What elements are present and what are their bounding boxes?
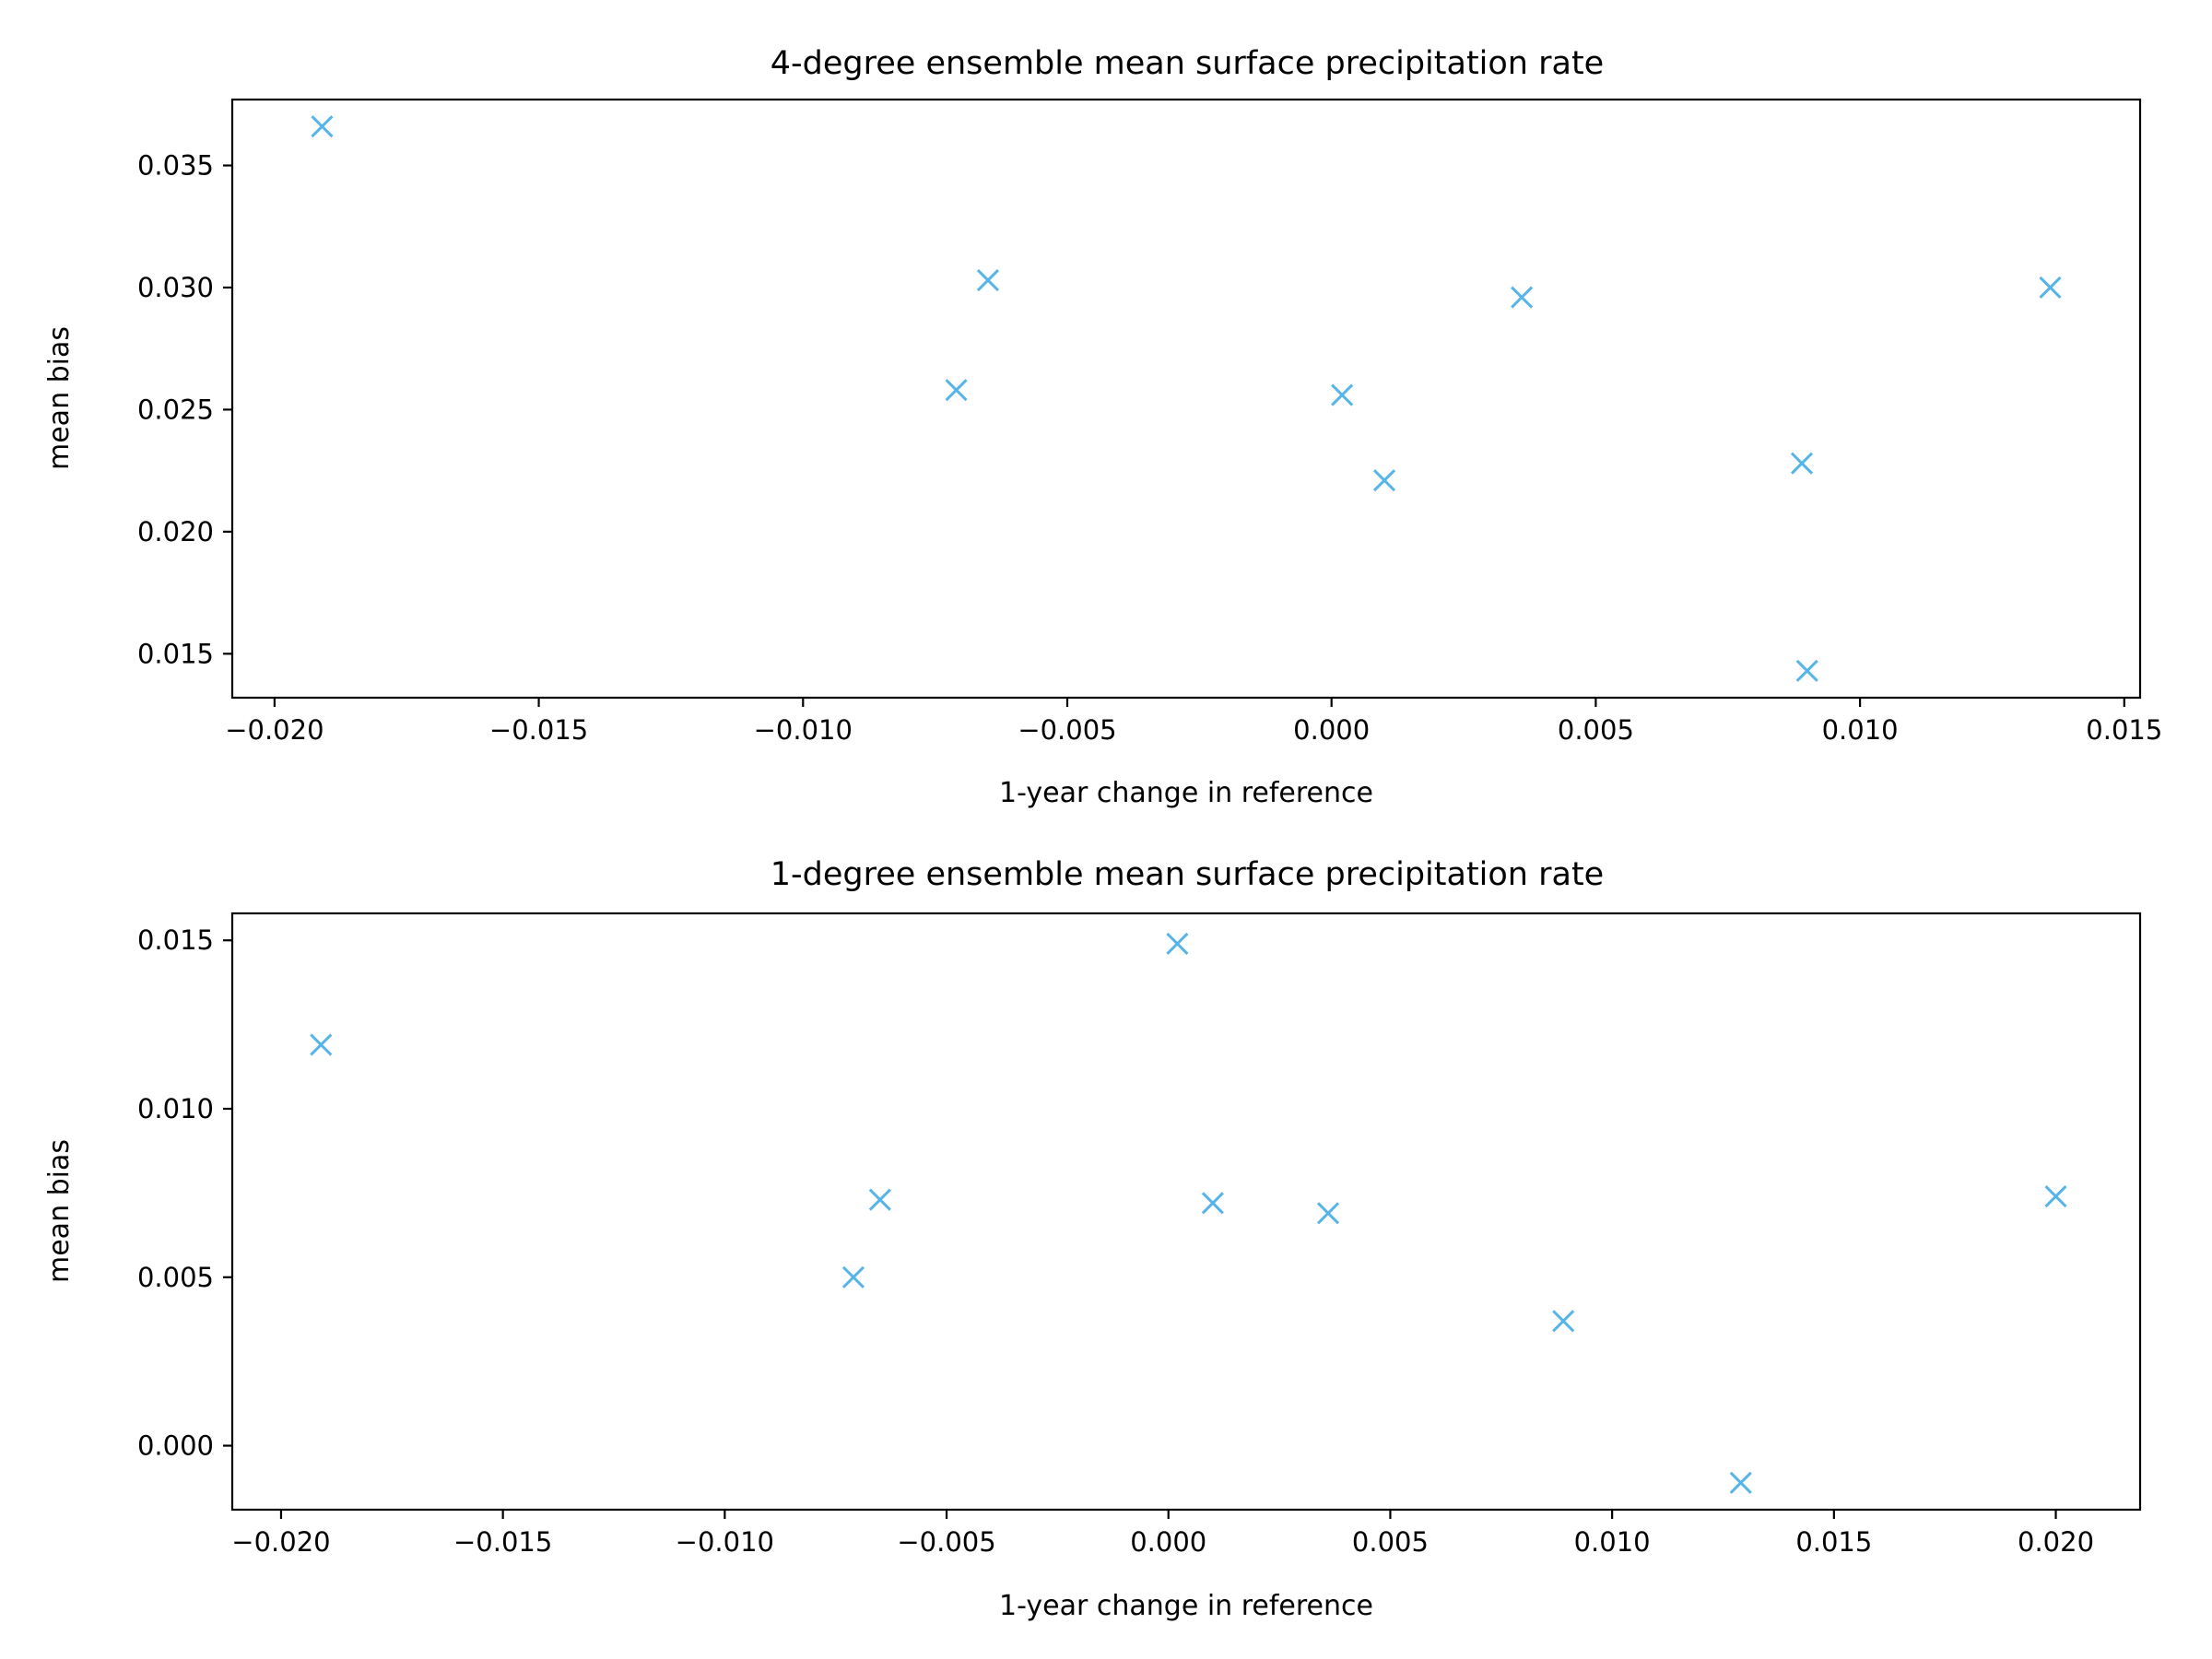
x-tick-label: −0.005 (1018, 714, 1116, 746)
data-point-marker (1729, 1471, 1752, 1494)
data-point-marker (1790, 452, 1814, 475)
x-tick-label: 0.010 (1574, 1526, 1651, 1558)
data-point-marker (976, 268, 1000, 292)
x-tick-label: −0.010 (754, 714, 853, 746)
x-tick-label: 0.005 (1352, 1526, 1429, 1558)
x-tick-label: 0.010 (1822, 714, 1899, 746)
x-tick-label: −0.015 (489, 714, 588, 746)
y-tick-label: 0.015 (137, 638, 214, 669)
x-tick-label: −0.020 (225, 714, 324, 746)
y-tick-label: 0.010 (137, 1093, 214, 1124)
data-point-marker (311, 115, 334, 138)
data-point-marker (1372, 469, 1396, 492)
data-point-marker (1201, 1192, 1224, 1215)
x-tick-label: −0.020 (231, 1526, 330, 1558)
y-tick-label: 0.030 (137, 272, 214, 303)
data-point-marker (1795, 659, 1818, 682)
data-points (310, 932, 2067, 1494)
x-tick-label: 0.015 (1795, 1526, 1872, 1558)
chart-title: 4-degree ensemble mean surface precipita… (771, 45, 1604, 82)
data-point-marker (1552, 1310, 1575, 1333)
x-tick-label: 0.015 (2086, 714, 2162, 746)
y-tick-label: 0.015 (137, 924, 214, 956)
y-axis-label: mean bias (43, 326, 76, 470)
top-scatter-chart: 4-degree ensemble mean surface precipita… (43, 45, 2162, 809)
data-point-marker (945, 379, 968, 402)
y-ticks: 0.000 0.005 0.010 0.015 (137, 924, 232, 1462)
x-tick-label: −0.005 (897, 1526, 995, 1558)
plot-area-frame (230, 98, 2142, 700)
x-tick-label: 0.000 (1293, 714, 1370, 746)
data-points (311, 115, 2062, 682)
x-axis-label: 1-year change in reference (999, 777, 1373, 809)
data-point-marker (2039, 276, 2062, 300)
y-tick-label: 0.000 (137, 1430, 214, 1462)
data-point-marker (310, 1033, 333, 1056)
y-ticks: 0.015 0.020 0.025 0.030 0.035 (137, 150, 232, 669)
plot-area-frame (230, 912, 2142, 1512)
x-ticks: −0.020 −0.015 −0.010 −0.005 0.000 0.005 0.010 0… (231, 1510, 2094, 1558)
x-tick-label: −0.015 (453, 1526, 552, 1558)
x-tick-label: −0.010 (676, 1526, 774, 1558)
data-point-marker (2044, 1184, 2067, 1208)
y-tick-label: 0.005 (137, 1262, 214, 1293)
data-point-marker (1166, 932, 1189, 955)
y-tick-label: 0.025 (137, 394, 214, 425)
x-tick-label: 0.005 (1558, 714, 1634, 746)
data-point-marker (841, 1265, 865, 1288)
chart-title: 1-degree ensemble mean surface precipita… (771, 856, 1604, 893)
x-axis-label: 1-year change in reference (999, 1590, 1373, 1622)
x-ticks: −0.020 −0.015 −0.010 −0.005 0.000 0.005 0.010 0… (225, 698, 2162, 746)
y-axis-label: mean bias (43, 1139, 76, 1283)
y-tick-label: 0.020 (137, 516, 214, 547)
x-tick-label: 0.020 (2018, 1526, 2094, 1558)
bottom-scatter-chart: 1-degree ensemble mean surface precipita… (43, 856, 2142, 1622)
data-point-marker (868, 1188, 891, 1211)
data-point-marker (1316, 1202, 1340, 1225)
data-point-marker (1511, 286, 1534, 309)
y-tick-label: 0.035 (137, 150, 214, 182)
data-point-marker (1331, 383, 1354, 406)
x-tick-label: 0.000 (1130, 1526, 1206, 1558)
